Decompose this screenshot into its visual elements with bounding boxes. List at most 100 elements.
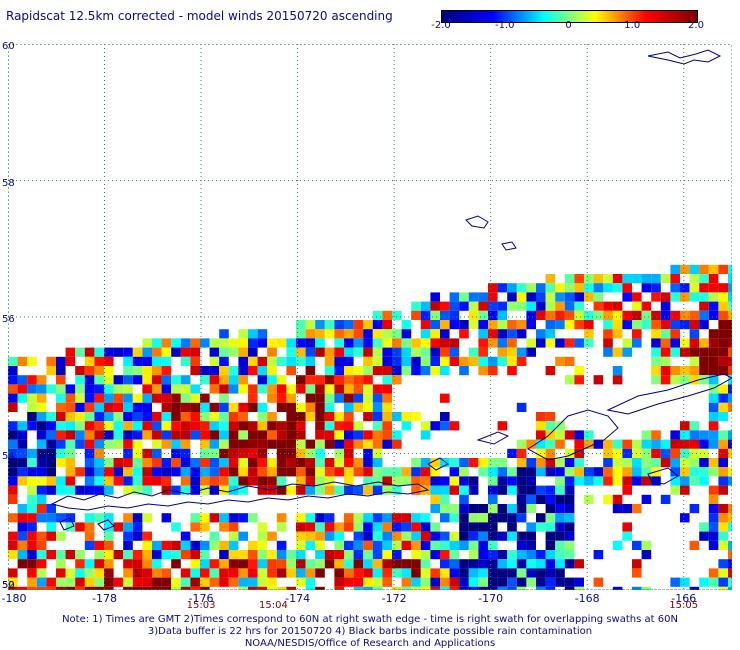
- wind-cell: [574, 586, 584, 590]
- wind-cell: [728, 467, 732, 477]
- wind-cell: [555, 458, 565, 468]
- wind-cell: [171, 439, 181, 449]
- wind-cell: [689, 283, 700, 293]
- wind-cell: [603, 320, 613, 330]
- wind-cell: [94, 347, 104, 357]
- wind-cell: [305, 412, 316, 422]
- wind-cell: [507, 568, 517, 578]
- wind-cell: [27, 522, 37, 532]
- wind-cell: [401, 356, 412, 366]
- wind-cell: [651, 283, 661, 293]
- wind-cell: [180, 458, 191, 468]
- wind-cell: [526, 458, 536, 468]
- wind-cell: [689, 375, 700, 385]
- wind-cell: [296, 522, 306, 532]
- wind-cell: [17, 439, 28, 449]
- wind-cell: [708, 458, 719, 468]
- wind-cell: [497, 329, 508, 339]
- wind-cell: [699, 375, 709, 385]
- wind-cell: [209, 338, 220, 348]
- wind-cell: [660, 329, 671, 339]
- longitude-label: -180: [1, 592, 27, 605]
- wind-cell: [488, 513, 498, 523]
- wind-cell: [584, 329, 594, 339]
- wind-cell: [574, 301, 584, 311]
- wind-cell: [190, 412, 200, 422]
- wind-cell: [209, 402, 220, 412]
- wind-cell: [612, 540, 623, 550]
- wind-cell: [728, 384, 732, 394]
- wind-cell: [555, 522, 565, 532]
- wind-cell: [516, 485, 527, 495]
- wind-cell: [660, 310, 671, 320]
- wind-cell: [641, 320, 652, 330]
- wind-cell: [468, 586, 479, 590]
- wind-cell: [670, 476, 680, 486]
- latitude-label: 50: [2, 580, 15, 591]
- wind-cell: [296, 559, 306, 569]
- wind-cell: [622, 522, 632, 532]
- wind-cell: [315, 540, 325, 550]
- wind-cell: [180, 568, 191, 578]
- wind-cell: [516, 531, 527, 541]
- wind-cell: [180, 540, 191, 550]
- wind-cell: [411, 366, 421, 376]
- wind-cell: [449, 586, 460, 590]
- wind-cell: [708, 522, 719, 532]
- wind-cell: [564, 338, 575, 348]
- wind-cell: [372, 531, 383, 541]
- graticule: [8, 44, 732, 590]
- wind-cell: [593, 550, 604, 560]
- wind-cell: [708, 485, 719, 495]
- wind-cell: [56, 375, 66, 385]
- wind-cell: [190, 485, 200, 495]
- wind-cell: [75, 586, 85, 590]
- wind-cell: [372, 577, 383, 587]
- wind-cell: [209, 448, 220, 458]
- wind-cell: [420, 522, 431, 532]
- wind-cell: [718, 393, 728, 403]
- wind-cell: [603, 467, 613, 477]
- wind-cell: [315, 559, 325, 569]
- wind-cell: [315, 430, 325, 440]
- wind-cell: [507, 366, 517, 376]
- wind-cell: [488, 467, 498, 477]
- wind-cell: [219, 513, 229, 523]
- wind-cell: [632, 310, 642, 320]
- wind-cell: [84, 531, 95, 541]
- wind-cell: [248, 366, 258, 376]
- wind-cell: [363, 402, 373, 412]
- wind-cell: [526, 338, 536, 348]
- wind-cell: [632, 274, 642, 284]
- wind-cell: [161, 476, 172, 486]
- wind-cell: [372, 540, 383, 550]
- wind-cell: [545, 458, 556, 468]
- wind-cell: [526, 467, 536, 477]
- wind-cell: [372, 485, 383, 495]
- wind-cell: [228, 550, 239, 560]
- wind-cell: [507, 485, 517, 495]
- wind-cell: [536, 485, 546, 495]
- wind-cell: [708, 531, 719, 541]
- wind-cell: [516, 540, 527, 550]
- wind-cell: [363, 320, 373, 330]
- wind-cell: [8, 513, 18, 523]
- wind-cell: [478, 458, 488, 468]
- wind-cell: [641, 586, 652, 590]
- wind-cell: [507, 504, 517, 514]
- wind-cell: [8, 375, 18, 385]
- wind-cell: [411, 310, 421, 320]
- wind-cell: [296, 329, 306, 339]
- wind-cell: [718, 430, 728, 440]
- wind-cell: [718, 568, 728, 578]
- wind-cell: [680, 439, 690, 449]
- wind-cell: [8, 402, 18, 412]
- wind-cell: [363, 375, 373, 385]
- wind-cell: [728, 310, 732, 320]
- wind-cell: [430, 338, 440, 348]
- wind-cell: [728, 274, 732, 284]
- wind-cell: [8, 421, 18, 431]
- wind-cell: [84, 577, 95, 587]
- wind-cell: [296, 375, 306, 385]
- wind-cell: [209, 439, 220, 449]
